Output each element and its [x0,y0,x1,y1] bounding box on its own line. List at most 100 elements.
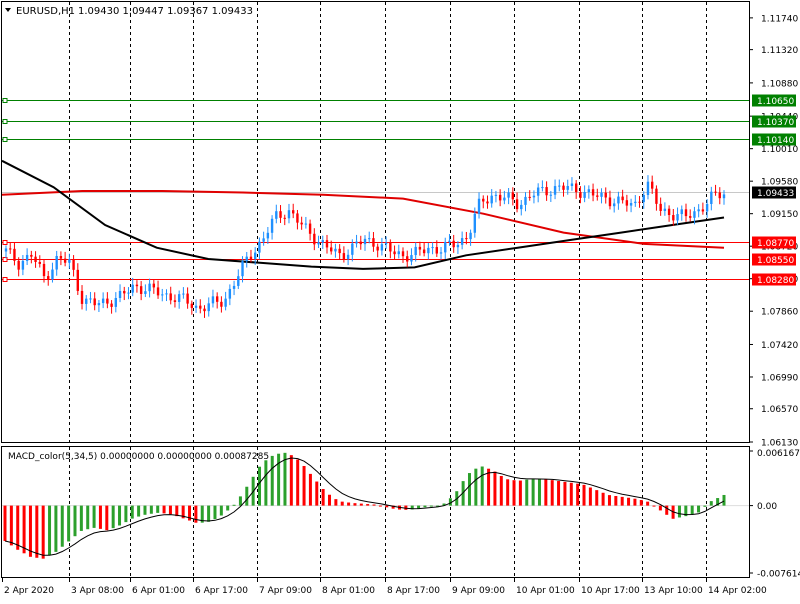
vertical-grid [69,2,707,577]
price-scale[interactable]: 1.117401.113201.108801.104401.100101.095… [749,14,798,449]
candle-body [710,191,713,204]
macd-bar [614,495,618,506]
macd-bar [3,505,7,542]
indicator-scale[interactable]: 0.0061679 0.00 -0.0076146 [749,449,800,580]
price-tick-label: 1.06130 [761,439,798,449]
macd-bar [207,505,211,522]
time-axis[interactable]: 2 Apr 2020 3 Apr 08:00 6 Apr 01:00 6 Apr 17… [2,578,767,596]
macd-bar [175,505,179,517]
macd-bar [143,505,147,515]
candle-body [59,255,63,259]
candle-body [279,211,282,218]
chart-symbol-label: EURUSD,H1 [16,6,75,17]
candle-body [4,248,8,252]
candle-body [562,185,565,190]
chart-frames [1,1,750,578]
macd-bar [665,505,669,515]
candle-body [422,249,426,254]
candle-body [520,204,523,210]
candle-body [17,260,20,270]
indicator-tick-label: -0.0076146 [757,570,800,580]
candle-body [21,260,25,270]
macd-bar [652,505,656,507]
macd-bar [588,487,592,506]
level-handle-icon[interactable] [2,277,8,282]
level-handle-icon[interactable] [2,98,8,103]
macd-bar [372,504,376,506]
candle-body [596,195,599,197]
level-lines[interactable] [2,98,749,282]
macd-bar [518,480,522,506]
candle-body [482,198,485,202]
macd-bar [73,505,77,537]
candle-body [676,214,679,221]
price-tick-label: 1.07860 [761,308,798,318]
candle-body [439,252,443,254]
price-tick-label: 1.06990 [761,373,798,383]
candle-body [591,189,595,196]
macd-bar [550,480,554,506]
candle-body [334,248,337,252]
candle-body [469,232,472,240]
level-handle-icon[interactable] [2,257,8,262]
level-handle-icon[interactable] [2,240,8,245]
macd-bar [391,505,395,509]
candle-body [583,191,586,198]
level-price-label: 1.08770 [757,239,794,249]
candle-body [25,254,29,261]
candle-body [342,253,346,260]
candle-body [245,256,248,262]
macd-bar [378,505,382,507]
candle-body [313,233,316,245]
macd-bar [639,499,643,506]
macd-bar [35,505,39,558]
level-handle-icon[interactable] [2,119,8,124]
candle-body [600,192,603,197]
macd-bar [238,496,242,506]
macd-bar [506,479,510,506]
level-price-tag [752,94,796,107]
macd-bar [690,505,694,515]
macd-bar [480,466,484,506]
candle-body [435,247,438,254]
candle-body [51,269,54,280]
macd-bar [98,505,102,529]
price-tick-label: 1.06570 [761,405,798,415]
candle-body [232,285,236,289]
candle-body [351,243,354,255]
macd-bar [557,481,561,506]
candle-body [144,291,147,294]
time-axis-label: 6 Apr 01:00 [132,586,185,596]
candle-body [338,248,341,254]
macd-bar [385,505,389,508]
candle-body [292,210,295,214]
candle-body [612,203,616,207]
candle-body [308,223,312,234]
candle-body [186,293,189,304]
macd-bar [41,505,45,559]
macd-bar [277,453,281,506]
candle-body [80,290,84,304]
candle-body [486,201,489,204]
candle-body [507,192,510,198]
candle-body [359,241,362,245]
macd-bar [607,495,611,506]
candle-body [642,194,645,203]
candle-body [330,247,333,252]
candle-body [638,201,641,203]
candle-body [114,297,118,307]
price-plot[interactable] [1,159,726,318]
candle-body [418,246,422,250]
dropdown-triangle-icon[interactable] [5,8,11,12]
macd-bar [576,483,580,506]
candle-body [608,197,612,207]
price-tick-label: 1.10010 [761,145,798,155]
macd-bar [289,455,293,506]
macd-bar [442,503,446,506]
macd-bar [149,505,153,514]
macd-bar [9,505,13,546]
candle-body [30,254,33,257]
level-handle-icon[interactable] [2,137,8,142]
